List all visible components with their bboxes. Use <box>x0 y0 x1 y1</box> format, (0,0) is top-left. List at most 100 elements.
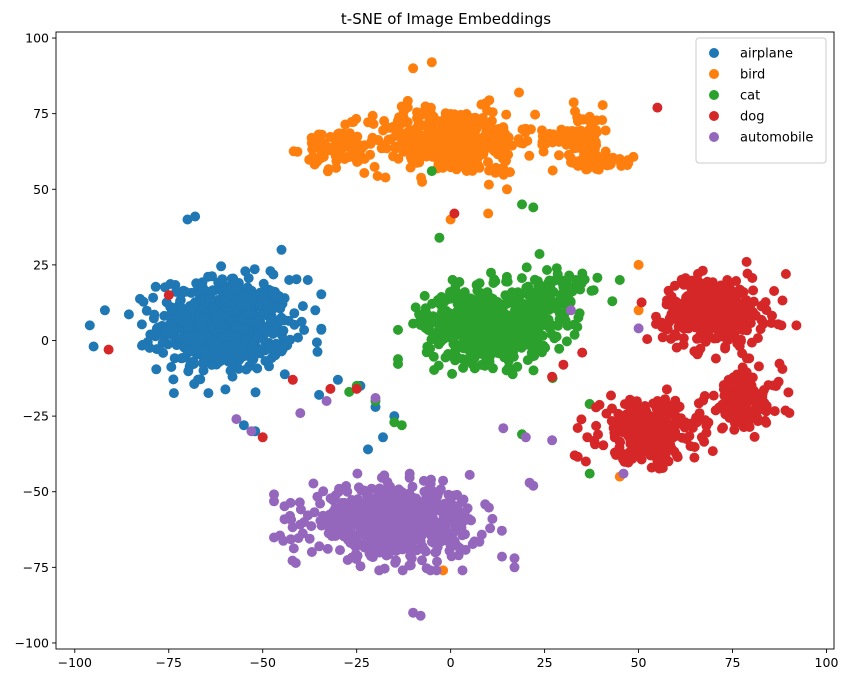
point-dog <box>749 431 760 442</box>
point-dog <box>661 384 672 395</box>
point-airplane <box>378 432 388 443</box>
x-tick-label: 25 <box>537 655 553 670</box>
legend-label-dog: dog <box>740 110 764 125</box>
point-dog <box>689 452 700 463</box>
point-bird <box>484 120 495 131</box>
point-bird <box>483 208 494 219</box>
point-dog <box>660 428 671 439</box>
point-cat <box>517 199 527 210</box>
point-automobile <box>375 497 386 508</box>
point-automobile <box>458 494 469 505</box>
point-cat <box>523 327 534 338</box>
point-airplane <box>217 274 228 285</box>
point-bird <box>547 165 558 176</box>
point-bird <box>598 158 609 169</box>
point-dog <box>693 295 704 306</box>
point-automobile <box>386 528 397 539</box>
point-bird <box>633 259 644 270</box>
point-dog <box>547 371 558 382</box>
y-tick-label: 25 <box>33 257 49 272</box>
point-dog <box>737 375 748 386</box>
point-dog <box>657 463 668 473</box>
point-automobile <box>374 565 385 576</box>
point-airplane <box>190 211 201 222</box>
point-airplane <box>215 323 225 333</box>
point-airplane <box>188 356 199 367</box>
point-automobile <box>437 518 448 529</box>
point-dog <box>619 399 630 410</box>
point-cat <box>530 287 541 298</box>
point-bird <box>484 95 495 106</box>
point-cat <box>551 331 562 342</box>
point-automobile <box>348 498 358 509</box>
point-airplane <box>150 281 161 292</box>
point-bird <box>483 179 494 190</box>
point-automobile <box>547 435 558 446</box>
point-airplane <box>268 328 278 339</box>
point-automobile <box>330 503 341 514</box>
point-cat <box>541 320 552 331</box>
point-cat <box>484 341 495 352</box>
point-airplane <box>180 286 191 297</box>
point-dog <box>683 323 694 334</box>
point-cat <box>528 365 539 376</box>
point-airplane <box>198 343 209 354</box>
point-airplane <box>264 361 274 372</box>
point-cat <box>545 300 556 311</box>
point-dog <box>569 450 580 461</box>
point-airplane <box>267 286 278 297</box>
point-airplane <box>197 305 208 316</box>
point-cat <box>497 312 508 323</box>
point-cat <box>471 280 482 290</box>
point-cat <box>515 300 525 311</box>
point-cat <box>521 262 532 273</box>
point-dog <box>103 344 114 355</box>
point-airplane <box>137 340 147 351</box>
point-cat <box>469 295 480 306</box>
point-automobile <box>446 551 457 562</box>
point-bird <box>408 63 419 74</box>
point-dog <box>664 420 675 430</box>
point-automobile <box>327 531 337 542</box>
point-bird <box>483 157 493 168</box>
point-automobile <box>398 539 409 549</box>
point-dog <box>693 268 703 279</box>
legend-label-airplane: airplane <box>740 47 793 62</box>
point-automobile <box>498 423 509 434</box>
point-automobile <box>398 512 409 523</box>
point-bird <box>334 147 345 158</box>
point-dog <box>618 426 629 437</box>
point-dog <box>628 441 639 452</box>
point-dog <box>741 300 752 311</box>
point-cat <box>509 290 520 301</box>
point-airplane <box>168 374 179 385</box>
point-bird <box>501 133 512 144</box>
point-airplane <box>252 331 263 342</box>
point-dog <box>784 408 795 418</box>
point-automobile <box>415 610 426 621</box>
point-dog <box>652 102 663 113</box>
point-airplane <box>168 388 179 399</box>
point-bird <box>498 122 509 133</box>
point-airplane <box>196 331 207 342</box>
point-airplane <box>291 274 302 285</box>
point-dog <box>708 390 719 401</box>
point-dog <box>656 317 667 328</box>
point-dog <box>609 432 620 443</box>
point-automobile <box>295 519 306 530</box>
point-dog <box>758 318 769 329</box>
point-automobile <box>433 501 444 511</box>
point-airplane <box>233 363 244 374</box>
point-dog <box>718 380 729 391</box>
point-dog <box>730 327 741 338</box>
point-bird <box>524 150 535 161</box>
point-cat <box>447 368 458 379</box>
point-automobile <box>524 477 535 488</box>
point-cat <box>419 290 430 301</box>
point-dog <box>685 441 696 452</box>
point-airplane <box>266 316 277 326</box>
point-dog <box>746 309 757 319</box>
point-automobile <box>366 539 377 550</box>
point-bird <box>479 136 490 147</box>
point-airplane <box>275 303 286 314</box>
